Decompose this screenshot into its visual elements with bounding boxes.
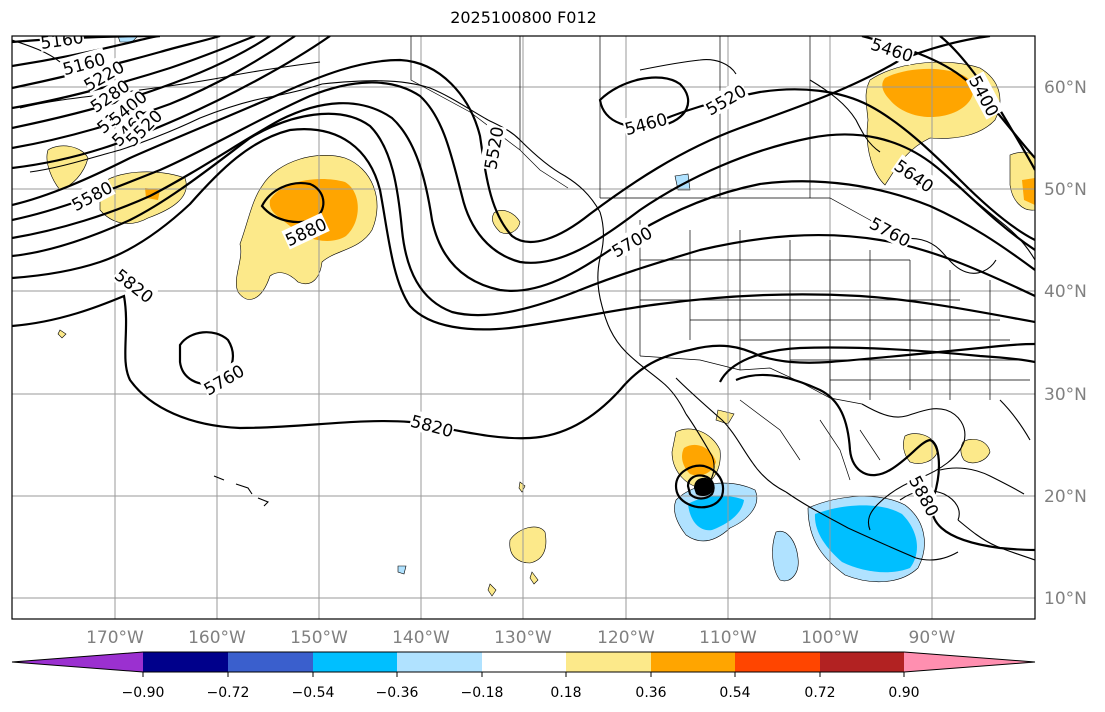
colorbar-tick-label: 0.72 <box>804 685 835 701</box>
longitude-axis: 170°W 160°W 150°W 140°W 130°W 120°W 110°… <box>86 628 956 648</box>
contour-5640 <box>12 81 1035 264</box>
cyclone-center-fill <box>694 477 713 497</box>
latitude-label: 20°N <box>1044 487 1087 507</box>
contour-5700 <box>12 102 1035 292</box>
colorbar-tick-label: 0.36 <box>635 685 666 701</box>
blue-area-mexico-coast <box>688 495 744 531</box>
colorbar-tick-label: −0.72 <box>207 685 250 701</box>
coast-baja-peninsula <box>685 413 715 485</box>
contour-cyclone-ring-2 <box>686 474 715 500</box>
colorbar-tick-label: −0.18 <box>461 685 504 701</box>
colorbar-tick-label: −0.90 <box>122 685 165 701</box>
colorbar-extend-low <box>12 652 143 672</box>
colorbar-segment <box>482 652 566 672</box>
colorbar-tick-label: 0.18 <box>550 685 581 701</box>
contour-5460-closed <box>598 76 690 129</box>
borders-us-states <box>639 220 1030 400</box>
longitude-label: 150°W <box>290 628 348 648</box>
contour-5520 <box>12 36 331 170</box>
colorbar-segment <box>313 652 397 672</box>
latitude-label: 40°N <box>1044 282 1087 302</box>
colorbar-segment <box>651 652 735 672</box>
contour-5220 <box>12 36 161 68</box>
shaded-fields <box>46 36 1035 597</box>
coast-aleutian-chain <box>29 83 323 173</box>
colorbar-segment <box>820 652 904 672</box>
colorbar-tick-label: 0.90 <box>888 685 919 701</box>
colorbar-segment <box>397 652 482 672</box>
coast-florida <box>999 399 1031 441</box>
coast-great-lakes <box>899 237 997 274</box>
contour-5340 <box>12 36 256 110</box>
colorbar-segment <box>228 652 313 672</box>
latitude-label: 60°N <box>1044 78 1087 98</box>
lightblue-spot-2 <box>397 565 407 575</box>
borders-canadian-provinces <box>519 36 811 198</box>
longitude-label: 170°W <box>86 628 144 648</box>
colorbar-segment <box>566 652 651 672</box>
latitude-axis: 60°N 50°N 40°N 30°N 20°N 10°N <box>1044 78 1087 609</box>
contour-cyclone-ring-1 <box>674 464 725 509</box>
contour-5880-ring <box>260 182 325 224</box>
colorbar-segment <box>143 652 228 672</box>
contour-label: 5160 <box>39 28 85 54</box>
colorbar-segment <box>735 652 820 672</box>
longitude-label: 90°W <box>909 628 956 648</box>
coast-arctic-islands <box>639 59 737 75</box>
coast-hawaii <box>213 475 269 507</box>
borders-mexico-states <box>739 399 881 481</box>
contour-5880-mexico <box>735 374 1035 552</box>
yellow-area-caribbean <box>960 439 991 464</box>
yellow-spot-2 <box>529 571 539 585</box>
latitude-label: 10°N <box>1044 589 1087 609</box>
orange-area-canada <box>882 68 974 118</box>
map-frame <box>11 35 1036 620</box>
longitude-label: 100°W <box>801 628 859 648</box>
coast-cuba <box>939 467 1025 495</box>
map-area: 5160 5160 5220 5280 5340 5400 5460 5520 … <box>12 28 1035 619</box>
latitude-label: 50°N <box>1044 180 1087 200</box>
colorbar-tick-label: −0.36 <box>376 685 419 701</box>
coast-alaska-aleutians <box>19 61 321 109</box>
contour-5400 <box>12 36 271 130</box>
blue-area-central-america <box>814 505 917 573</box>
contour-5820-main <box>12 294 1035 440</box>
yellow-spot-3 <box>487 583 497 597</box>
contour-5460 <box>12 36 296 150</box>
contour-5820-north <box>12 128 1035 331</box>
lightblue-area-pacific-south <box>772 530 799 582</box>
latitude-label: 30°N <box>1044 385 1087 405</box>
coast-alaska-south <box>321 80 601 213</box>
longitude-label: 120°W <box>597 628 655 648</box>
plot-title: 2025100800 F012 <box>450 8 597 27</box>
contour-5580 <box>12 36 991 244</box>
yellow-area-aleutians <box>46 145 89 191</box>
longitude-label: 110°W <box>699 628 757 648</box>
contour-5880-south <box>719 346 1035 383</box>
longitude-label: 140°W <box>392 628 450 648</box>
colorbar-extend-high <box>904 652 1035 672</box>
coast-gulf-of-mexico <box>861 403 966 531</box>
colorbar: −0.90 −0.72 −0.54 −0.36 −0.18 0.18 0.36 … <box>11 651 1036 701</box>
longitude-label: 160°W <box>188 628 246 648</box>
colorbar-tick-label: −0.54 <box>292 685 335 701</box>
contour-5760-north <box>12 112 1035 317</box>
coast-bc-us-west <box>597 211 687 415</box>
yellow-spot-1 <box>57 329 67 339</box>
orange-area-east-canada <box>1022 178 1035 205</box>
yellow-area-south-pacific <box>509 526 547 564</box>
contour-5280 <box>12 36 221 90</box>
coast-mexico-pacific <box>785 491 959 561</box>
coast-gulf-california <box>675 377 787 493</box>
coast-hudson-bay <box>809 79 881 153</box>
longitude-label: 130°W <box>494 628 552 648</box>
orange-area-gulf-of-alaska <box>269 179 358 241</box>
coast-central-america <box>957 519 1035 561</box>
colorbar-tick-label: 0.54 <box>719 685 750 701</box>
